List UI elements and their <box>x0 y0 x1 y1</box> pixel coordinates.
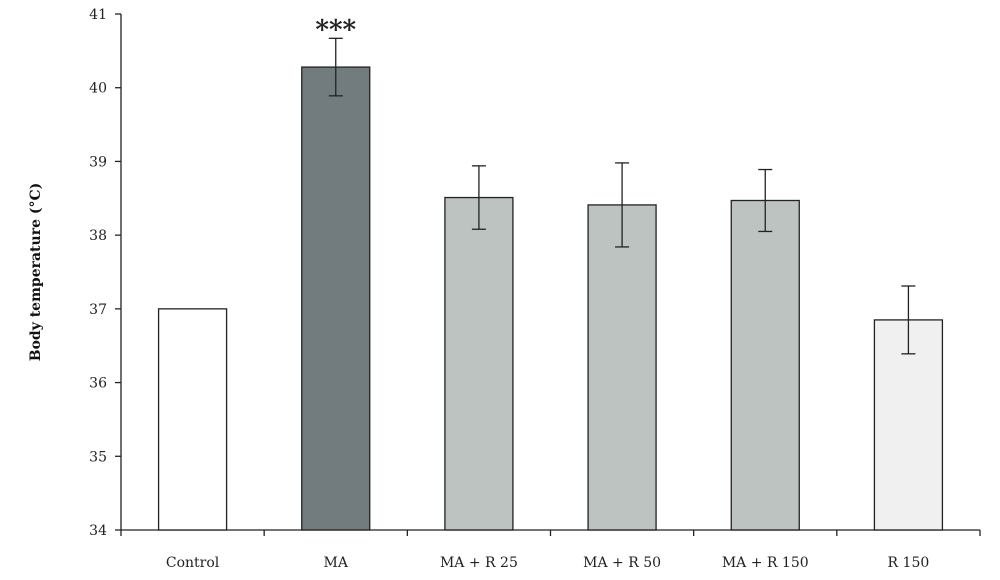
y-tick-label: 39 <box>89 154 107 170</box>
bar <box>873 319 944 531</box>
y-tick-label: 38 <box>89 228 107 244</box>
y-tick-label: 40 <box>89 81 107 97</box>
y-tick-label: 41 <box>89 7 107 23</box>
bar <box>301 66 371 531</box>
bar <box>587 204 657 531</box>
x-tick-label: Control <box>166 555 220 571</box>
x-tick-label: R 150 <box>888 555 930 571</box>
bar <box>157 308 228 531</box>
x-tick-label: MA + R 25 <box>440 555 518 571</box>
y-tick-label: 34 <box>89 523 107 539</box>
y-axis: 34 35 36 37 38 39 40 41 <box>89 7 122 539</box>
error-bars <box>328 37 916 355</box>
bar <box>730 199 800 531</box>
y-tick-label: 36 <box>89 376 107 392</box>
bar <box>444 196 514 531</box>
bars <box>157 66 944 531</box>
significance-marker: *** <box>315 15 356 45</box>
annotations: *** <box>315 15 356 45</box>
y-tick-label: 35 <box>89 449 107 465</box>
y-tick-label: 37 <box>89 302 107 318</box>
x-tick-label: MA <box>324 555 349 571</box>
x-axis: Control MA MA + R 25 MA + R 50 MA + R 150 R 1… <box>120 529 981 571</box>
x-tick-label: MA + R 150 <box>722 555 809 571</box>
y-axis-title: Body temperature (°C) <box>28 183 44 362</box>
x-tick-label: MA + R 50 <box>583 555 661 571</box>
